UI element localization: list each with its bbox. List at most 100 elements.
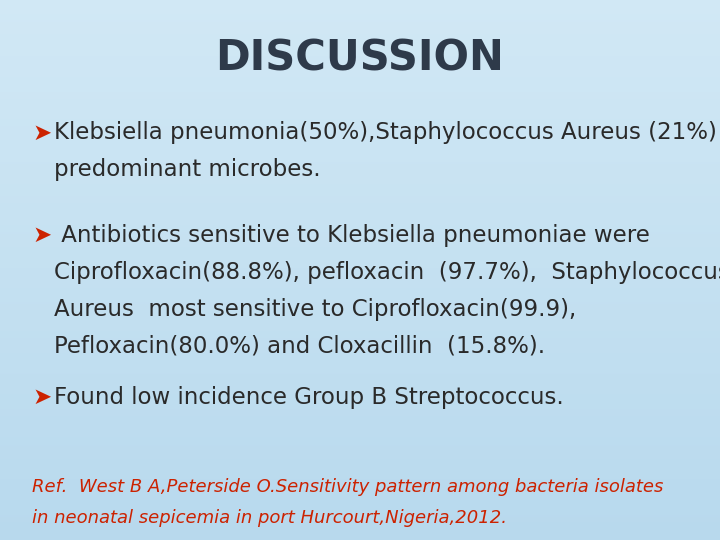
Bar xyxy=(0,347,720,349)
Bar xyxy=(0,216,720,218)
Bar xyxy=(0,328,720,329)
Bar xyxy=(0,9,720,11)
Bar xyxy=(0,211,720,212)
Bar xyxy=(0,252,720,254)
Bar xyxy=(0,436,720,437)
Text: Antibiotics sensitive to Klebsiella pneumoniae were: Antibiotics sensitive to Klebsiella pneu… xyxy=(54,224,650,247)
Bar xyxy=(0,38,720,39)
Bar xyxy=(0,513,720,515)
Bar xyxy=(0,54,720,56)
Bar xyxy=(0,2,720,4)
Bar xyxy=(0,524,720,525)
Bar xyxy=(0,362,720,363)
Bar xyxy=(0,247,720,248)
Bar xyxy=(0,27,720,29)
Bar xyxy=(0,209,720,211)
Text: Ciprofloxacin(88.8%), pefloxacin  (97.7%),  Staphylococcus: Ciprofloxacin(88.8%), pefloxacin (97.7%)… xyxy=(54,261,720,284)
Bar xyxy=(0,275,720,277)
Bar xyxy=(0,228,720,231)
Bar xyxy=(0,336,720,339)
Bar xyxy=(0,488,720,490)
Bar xyxy=(0,155,720,157)
Bar xyxy=(0,501,720,502)
Bar xyxy=(0,120,720,123)
Bar xyxy=(0,346,720,347)
Bar xyxy=(0,349,720,351)
Bar xyxy=(0,498,720,501)
Bar xyxy=(0,231,720,232)
Bar xyxy=(0,117,720,119)
Bar xyxy=(0,522,720,524)
Bar xyxy=(0,387,720,389)
Bar xyxy=(0,18,720,20)
Bar xyxy=(0,369,720,371)
Bar xyxy=(0,326,720,328)
Text: Found low incidence Group B Streptococcus.: Found low incidence Group B Streptococcu… xyxy=(54,386,564,409)
Bar xyxy=(0,293,720,295)
Bar xyxy=(0,146,720,147)
Bar xyxy=(0,135,720,137)
Bar xyxy=(0,333,720,335)
Bar xyxy=(0,39,720,42)
Bar xyxy=(0,459,720,461)
Bar xyxy=(0,410,720,412)
Bar xyxy=(0,313,720,315)
Bar xyxy=(0,461,720,463)
Bar xyxy=(0,25,720,27)
Bar xyxy=(0,454,720,455)
Bar xyxy=(0,302,720,304)
Bar xyxy=(0,531,720,533)
Bar xyxy=(0,115,720,117)
Bar xyxy=(0,517,720,518)
Bar xyxy=(0,356,720,358)
Bar xyxy=(0,363,720,366)
Bar xyxy=(0,16,720,18)
Bar xyxy=(0,90,720,92)
Bar xyxy=(0,508,720,509)
Bar xyxy=(0,414,720,416)
Bar xyxy=(0,409,720,410)
Bar xyxy=(0,119,720,120)
Bar xyxy=(0,177,720,178)
Bar xyxy=(0,312,720,313)
Bar xyxy=(0,427,720,428)
Bar xyxy=(0,144,720,146)
Text: Ref.  West B A,Peterside O.Sensitivity pattern among bacteria isolates: Ref. West B A,Peterside O.Sensitivity pa… xyxy=(32,478,664,496)
Bar xyxy=(0,5,720,7)
Bar xyxy=(0,106,720,108)
Bar xyxy=(0,43,720,45)
Bar xyxy=(0,238,720,239)
Text: Aureus  most sensitive to Ciprofloxacin(99.9),: Aureus most sensitive to Ciprofloxacin(9… xyxy=(54,298,576,321)
Bar xyxy=(0,520,720,522)
Bar xyxy=(0,374,720,376)
Bar xyxy=(0,407,720,409)
Bar xyxy=(0,66,720,69)
Bar xyxy=(0,270,720,272)
Bar xyxy=(0,212,720,214)
Bar xyxy=(0,420,720,421)
Bar xyxy=(0,342,720,344)
Bar xyxy=(0,511,720,513)
Bar xyxy=(0,329,720,331)
Bar xyxy=(0,538,720,540)
Bar xyxy=(0,113,720,115)
Bar xyxy=(0,263,720,265)
Bar xyxy=(0,112,720,113)
Bar xyxy=(0,486,720,488)
Bar xyxy=(0,194,720,196)
Bar xyxy=(0,110,720,112)
Bar xyxy=(0,101,720,103)
Text: predominant microbes.: predominant microbes. xyxy=(54,158,320,181)
Bar xyxy=(0,529,720,531)
Bar xyxy=(0,200,720,201)
Bar xyxy=(0,444,720,447)
Bar xyxy=(0,382,720,383)
Bar xyxy=(0,93,720,96)
Bar xyxy=(0,416,720,417)
Bar xyxy=(0,47,720,49)
Bar xyxy=(0,140,720,142)
Bar xyxy=(0,191,720,193)
Bar xyxy=(0,376,720,378)
Bar xyxy=(0,204,720,205)
Bar xyxy=(0,174,720,177)
